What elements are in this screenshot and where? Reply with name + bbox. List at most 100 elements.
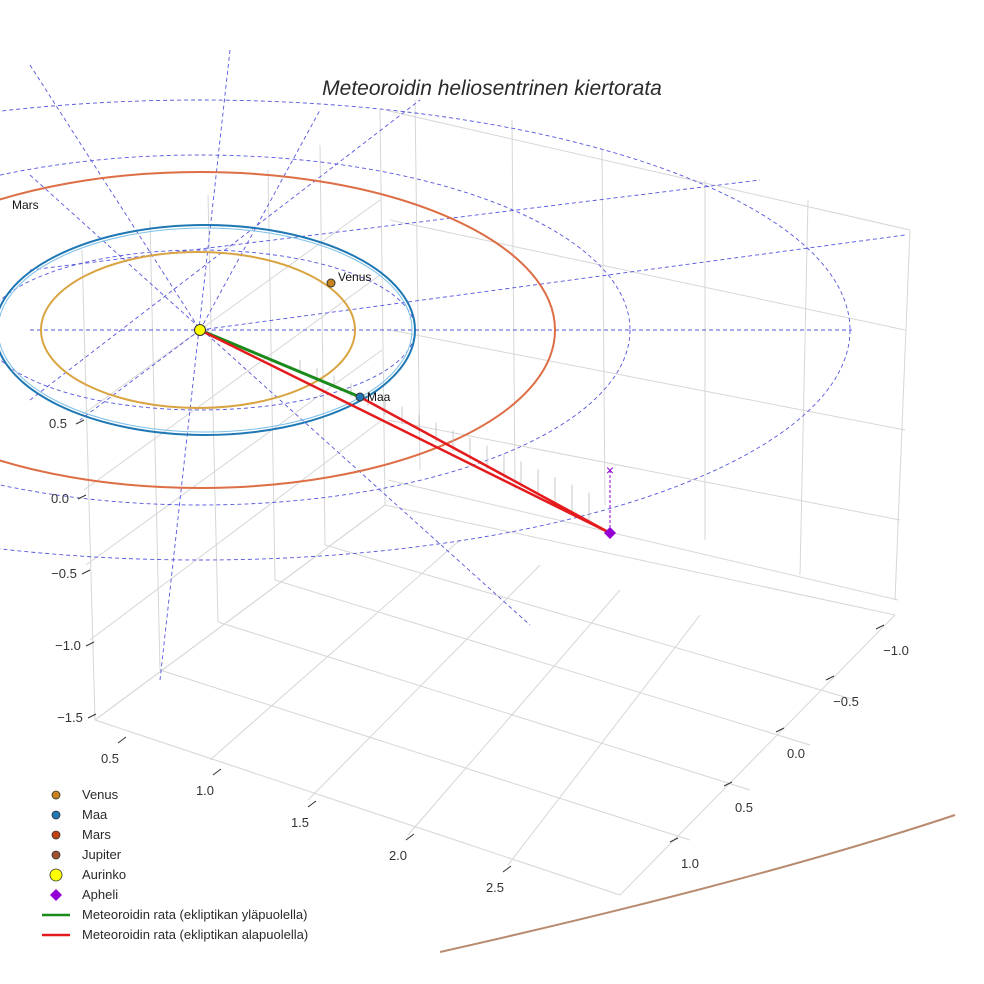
chart-title: Meteoroidin heliosentrinen kiertorata <box>322 77 662 100</box>
legend-item[interactable]: Mars <box>51 827 111 842</box>
z-tick-mark <box>81 569 91 575</box>
axis-grid <box>81 99 911 896</box>
legend-swatch <box>51 810 61 820</box>
ecliptic-ring <box>0 99 851 561</box>
ecliptic-radial <box>159 49 231 681</box>
grid-line-left-wall-h <box>81 199 381 416</box>
z-tick-label: 0.5 <box>49 416 67 431</box>
x-tick-label: 0.5 <box>101 751 119 766</box>
z-tick-mark <box>75 419 85 425</box>
ecliptic-radial <box>29 64 201 331</box>
grid-line-left-wall <box>81 249 96 721</box>
venus-marker <box>326 278 336 288</box>
ecliptic-radial <box>29 174 531 626</box>
grid-line-back-wall-h <box>387 479 899 601</box>
mars-orbit <box>0 171 556 489</box>
y-tick-label: 1.0 <box>681 856 699 871</box>
grid-line-floor <box>307 564 541 801</box>
grid-line-floor <box>507 614 701 866</box>
earth-orbit-inner <box>0 227 413 433</box>
legend-swatch <box>50 889 62 901</box>
planet-label-maa: Maa <box>367 390 391 404</box>
grid-line-left-wall-h <box>94 504 386 721</box>
ecliptic-radial <box>29 99 421 401</box>
legend-label: Mars <box>82 827 111 842</box>
z-tick-mark <box>87 713 97 719</box>
grid-line-floor <box>159 669 691 841</box>
ecliptic-reference-grid <box>0 49 906 681</box>
z-tick-label: −1.0 <box>55 638 81 653</box>
aphelion-marker <box>604 527 616 539</box>
grid-line-left-wall <box>379 109 386 506</box>
legend-swatch <box>51 790 61 800</box>
grid-line-back-wall-h <box>384 109 911 231</box>
x-tick-label: 1.0 <box>196 783 214 798</box>
grid-line-back-wall <box>601 149 606 506</box>
z-tick-mark <box>77 494 87 500</box>
grid-line-left-wall <box>267 169 276 581</box>
grid-line-left-wall-h <box>89 419 383 641</box>
y-tick-mark <box>669 837 679 843</box>
ecliptic-radial <box>79 329 201 421</box>
x-tick-mark <box>117 736 127 744</box>
earth-marker <box>355 392 365 402</box>
grid-line-floor <box>217 621 751 791</box>
planet-label-venus: Venus <box>338 270 371 284</box>
y-tick-label: 0.5 <box>735 800 753 815</box>
aphelion-projection-marker: × <box>606 462 614 478</box>
ecliptic-radial <box>29 179 761 271</box>
legend-label: Meteoroidin rata (ekliptikan alapuolella… <box>82 927 308 942</box>
grid-line-floor <box>94 719 621 896</box>
venus-orbit <box>40 251 356 409</box>
legend-swatch <box>49 868 63 882</box>
grid-line-back-wall-h <box>389 219 906 331</box>
sun-marker <box>194 324 206 336</box>
ecliptic-radial <box>199 109 321 331</box>
grid-line-floor <box>209 539 461 761</box>
x-tick-mark <box>405 833 415 841</box>
earth-orbit <box>0 224 416 436</box>
legend-item[interactable]: Meteoroidin rata (ekliptikan alapuolella… <box>42 927 308 942</box>
legend-label: Aurinko <box>82 867 126 882</box>
legend-item[interactable]: Aurinko <box>49 867 126 882</box>
axis-ticks: 0.5 1.0 1.5 2.0 2.5 −1.0 −0.5 0.0 0.5 1.0 −1.5 −1.0… <box>49 416 909 895</box>
legend-item[interactable]: Apheli <box>50 887 118 902</box>
legend-item[interactable]: Maa <box>51 807 108 822</box>
x-tick-mark <box>502 865 512 873</box>
legend-label: Jupiter <box>82 847 122 862</box>
grid-line-back-wall <box>894 229 911 601</box>
ecliptic-radial <box>199 234 906 331</box>
grid-line-left-wall <box>149 219 161 671</box>
legend-item[interactable]: Venus <box>51 787 119 802</box>
ecliptic-ring <box>0 154 631 506</box>
legend-label: Apheli <box>82 887 118 902</box>
y-tick-mark <box>775 727 785 733</box>
grid-line-floor <box>619 614 896 896</box>
grid-line-floor <box>324 544 856 701</box>
z-tick-label: 0.0 <box>51 491 69 506</box>
grid-line-back-wall <box>511 119 516 491</box>
legend-label: Meteoroidin rata (ekliptikan yläpuolella… <box>82 907 307 922</box>
y-tick-mark <box>723 781 733 787</box>
planet-markers: Venus Maa Mars <box>12 198 616 539</box>
grid-line-left-wall-h <box>83 274 381 491</box>
grid-line-floor <box>407 589 621 836</box>
y-tick-label: −0.5 <box>833 694 859 709</box>
y-tick-mark <box>825 675 835 681</box>
planet-label-mars: Mars <box>12 198 39 212</box>
z-tick-label: −1.5 <box>57 710 83 725</box>
grid-line-floor <box>274 579 811 746</box>
legend-label: Venus <box>82 787 119 802</box>
legend[interactable]: Venus Maa Mars Jupiter Aurinko Apheli Meteoroi… <box>42 787 308 942</box>
legend-item[interactable]: Jupiter <box>51 847 122 862</box>
meteor-orbit-above <box>199 328 361 399</box>
legend-swatch <box>51 830 61 840</box>
x-tick-mark <box>307 800 317 808</box>
grid-line-back-wall-h <box>387 419 901 521</box>
x-tick-label: 2.5 <box>486 880 504 895</box>
x-tick-label: 2.0 <box>389 848 407 863</box>
z-tick-label: −0.5 <box>51 566 77 581</box>
grid-line-left-wall <box>319 144 326 546</box>
x-tick-label: 1.5 <box>291 815 309 830</box>
legend-item[interactable]: Meteoroidin rata (ekliptikan yläpuolella… <box>42 907 307 922</box>
